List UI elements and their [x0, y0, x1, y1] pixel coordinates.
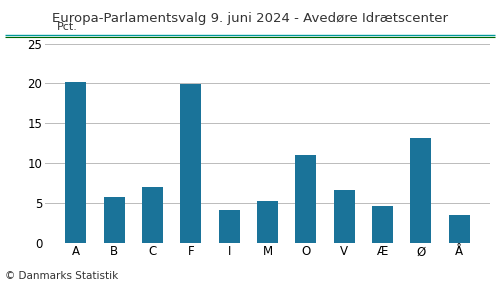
- Text: Europa-Parlamentsvalg 9. juni 2024 - Avedøre Idrætscenter: Europa-Parlamentsvalg 9. juni 2024 - Ave…: [52, 12, 448, 25]
- Bar: [372, 206, 393, 243]
- Bar: [334, 190, 354, 243]
- Text: Pct.: Pct.: [56, 22, 78, 32]
- Bar: [180, 84, 202, 243]
- Bar: [410, 138, 432, 243]
- Bar: [65, 82, 86, 243]
- Bar: [448, 215, 470, 243]
- Bar: [296, 155, 316, 243]
- Bar: [218, 210, 240, 243]
- Text: © Danmarks Statistik: © Danmarks Statistik: [5, 271, 118, 281]
- Bar: [142, 187, 163, 243]
- Bar: [104, 197, 124, 243]
- Bar: [257, 201, 278, 243]
